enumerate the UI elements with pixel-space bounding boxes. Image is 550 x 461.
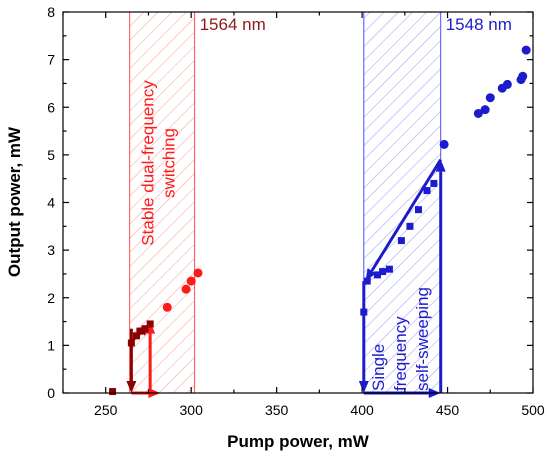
data-point [430, 179, 438, 187]
x-tick-label: 400 [350, 402, 374, 418]
data-point [502, 79, 512, 89]
region-wavelength-label: 1548 nm [446, 15, 512, 34]
arrow [126, 328, 137, 393]
x-axis-ticks: 250 300 350 400 450 500 [62, 12, 545, 418]
data-point [162, 302, 172, 312]
region-description-line: self-sweeping [413, 287, 432, 391]
y-tick-label: 4 [47, 195, 55, 211]
x-tick-label: 350 [265, 402, 289, 418]
y-tick-label: 3 [47, 242, 55, 258]
region-description: Single frequency self-sweeping [369, 287, 432, 391]
data-point [186, 276, 196, 286]
data-point [385, 265, 393, 273]
arrow [358, 281, 369, 393]
data-point [373, 271, 381, 279]
y-tick-label: 7 [47, 52, 55, 68]
data-point [363, 277, 371, 285]
x-axis-label: Pump power, mW [227, 432, 370, 451]
y-tick-label: 5 [47, 147, 55, 163]
y-tick-label: 2 [47, 290, 55, 306]
region-description-line: frequency [391, 316, 410, 391]
region-wavelength-label: 1564 nm [200, 15, 266, 34]
data-point [109, 388, 117, 396]
data-point [146, 320, 154, 328]
data-point [423, 187, 431, 195]
data-point [127, 339, 135, 347]
region-description-line: Single [369, 344, 388, 391]
region-description: Stable dual-frequency switching [139, 80, 179, 246]
data-point [141, 325, 149, 333]
y-tick-label: 8 [47, 4, 55, 20]
y-axis-label: Output power, mW [5, 126, 24, 277]
y-axis-ticks: 0 1 2 3 4 5 6 7 8 [47, 4, 533, 401]
data-point [518, 71, 528, 81]
data-point [414, 206, 422, 214]
data-point [397, 237, 405, 245]
data-point [136, 327, 144, 335]
x-tick-label: 450 [436, 402, 460, 418]
y-tick-label: 6 [47, 99, 55, 115]
y-tick-label: 0 [47, 385, 55, 401]
x-tick-label: 300 [180, 402, 204, 418]
arrow [435, 159, 446, 393]
data-point [485, 93, 495, 103]
data-point [406, 222, 414, 230]
region-description-line: switching [160, 128, 179, 198]
data-point [439, 139, 449, 149]
highlight-regions: 1564 nm Stable dual-frequency switching 154… [129, 11, 512, 394]
data-point [181, 284, 191, 294]
data-point [473, 108, 483, 118]
data-point [521, 45, 531, 55]
data-point [132, 332, 140, 340]
x-tick-label: 500 [521, 402, 545, 418]
data-point [480, 105, 490, 115]
x-tick-label: 250 [94, 402, 118, 418]
data-point [360, 308, 368, 316]
data-point [193, 268, 203, 278]
y-tick-label: 1 [47, 337, 55, 353]
data-points [109, 45, 531, 396]
region-description-line: Stable dual-frequency [139, 80, 158, 246]
data-point [379, 268, 387, 276]
